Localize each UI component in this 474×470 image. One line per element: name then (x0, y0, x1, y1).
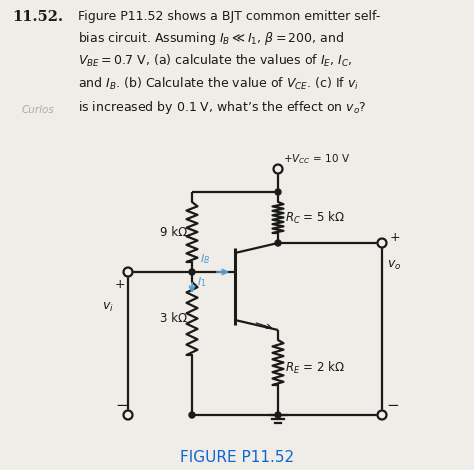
Text: +: + (115, 277, 125, 290)
Circle shape (275, 240, 281, 246)
Text: Figure P11.52 shows a BJT common emitter self-
bias circuit. Assuming $I_B \ll I: Figure P11.52 shows a BJT common emitter… (78, 10, 380, 116)
Text: −: − (116, 398, 128, 413)
Text: $I_B$: $I_B$ (200, 252, 210, 266)
Circle shape (189, 269, 195, 275)
Text: −: − (386, 398, 399, 413)
Circle shape (275, 189, 281, 195)
Text: 11.52.: 11.52. (12, 10, 63, 24)
Circle shape (275, 412, 281, 418)
Text: Curlos: Curlos (22, 105, 55, 115)
Text: 9 kΩ: 9 kΩ (160, 226, 187, 238)
Text: $+V_{CC}$ = 10 V: $+V_{CC}$ = 10 V (283, 152, 350, 166)
Text: FIGURE P11.52: FIGURE P11.52 (180, 451, 294, 465)
Text: 3 kΩ: 3 kΩ (160, 312, 187, 325)
Circle shape (377, 410, 386, 420)
Circle shape (124, 410, 133, 420)
Circle shape (273, 164, 283, 173)
Text: $R_E$ = 2 kΩ: $R_E$ = 2 kΩ (285, 360, 345, 376)
Text: $R_C$ = 5 kΩ: $R_C$ = 5 kΩ (285, 210, 345, 226)
Text: +: + (390, 230, 401, 243)
Circle shape (189, 412, 195, 418)
Circle shape (124, 267, 133, 276)
Text: $I_1$: $I_1$ (197, 275, 207, 289)
Text: $v_o$: $v_o$ (387, 258, 401, 272)
Text: $v_i$: $v_i$ (102, 300, 114, 313)
Circle shape (377, 238, 386, 248)
